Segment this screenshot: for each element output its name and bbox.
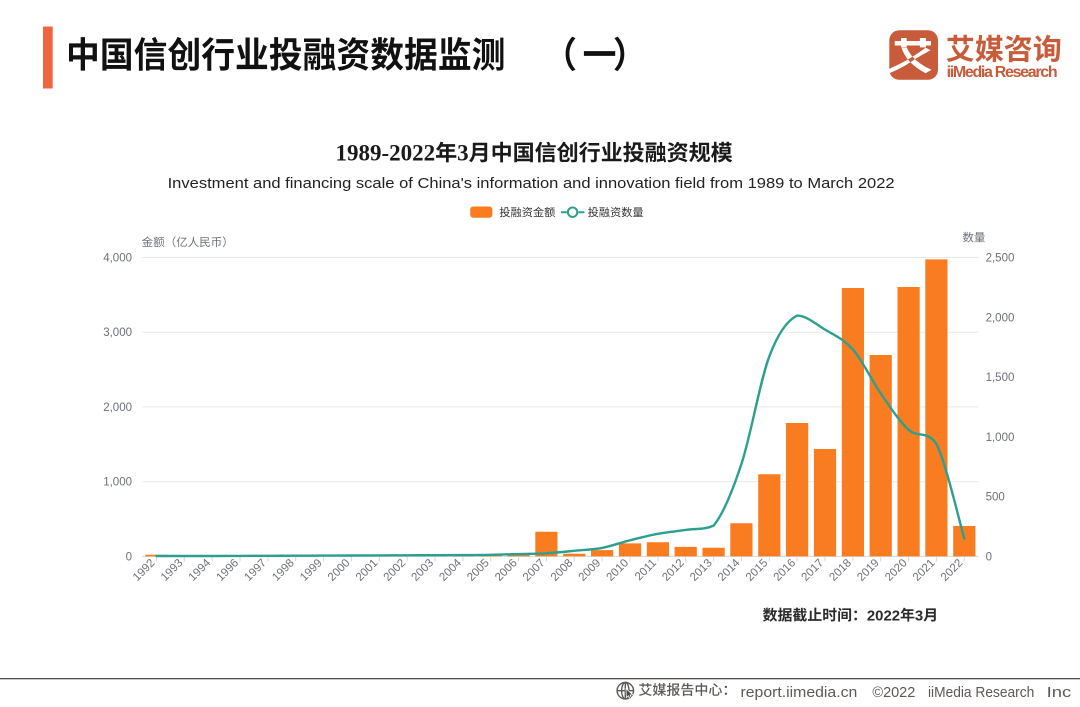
svg-text:2,500: 2,500 bbox=[986, 253, 1015, 265]
svg-text:3,000: 3,000 bbox=[103, 327, 132, 339]
svg-text:3: 3 bbox=[457, 140, 469, 165]
svg-text:1989-2022: 1989-2022 bbox=[336, 140, 436, 165]
svg-text:1,000: 1,000 bbox=[103, 477, 132, 489]
svg-text:2022: 2022 bbox=[867, 608, 900, 624]
svg-text:©2022: ©2022 bbox=[872, 685, 915, 701]
svg-text:3: 3 bbox=[915, 608, 923, 624]
svg-text:4,000: 4,000 bbox=[103, 253, 132, 265]
svg-text:iiMedia Research: iiMedia Research bbox=[928, 685, 1034, 701]
svg-text:0: 0 bbox=[986, 551, 992, 563]
svg-text:1,500: 1,500 bbox=[986, 372, 1015, 384]
svg-text:report.iimedia.cn: report.iimedia.cn bbox=[741, 685, 858, 701]
svg-text:2,000: 2,000 bbox=[986, 312, 1015, 324]
svg-text:2,000: 2,000 bbox=[103, 402, 132, 414]
svg-text:iiMedia Research: iiMedia Research bbox=[947, 64, 1058, 81]
svg-text:500: 500 bbox=[986, 492, 1005, 504]
svg-text:0: 0 bbox=[126, 551, 132, 563]
svg-text:1,000: 1,000 bbox=[986, 432, 1015, 444]
svg-text:Investment and financing scale: Investment and financing scale of China'… bbox=[168, 175, 895, 192]
svg-text:Inc: Inc bbox=[1047, 685, 1072, 701]
